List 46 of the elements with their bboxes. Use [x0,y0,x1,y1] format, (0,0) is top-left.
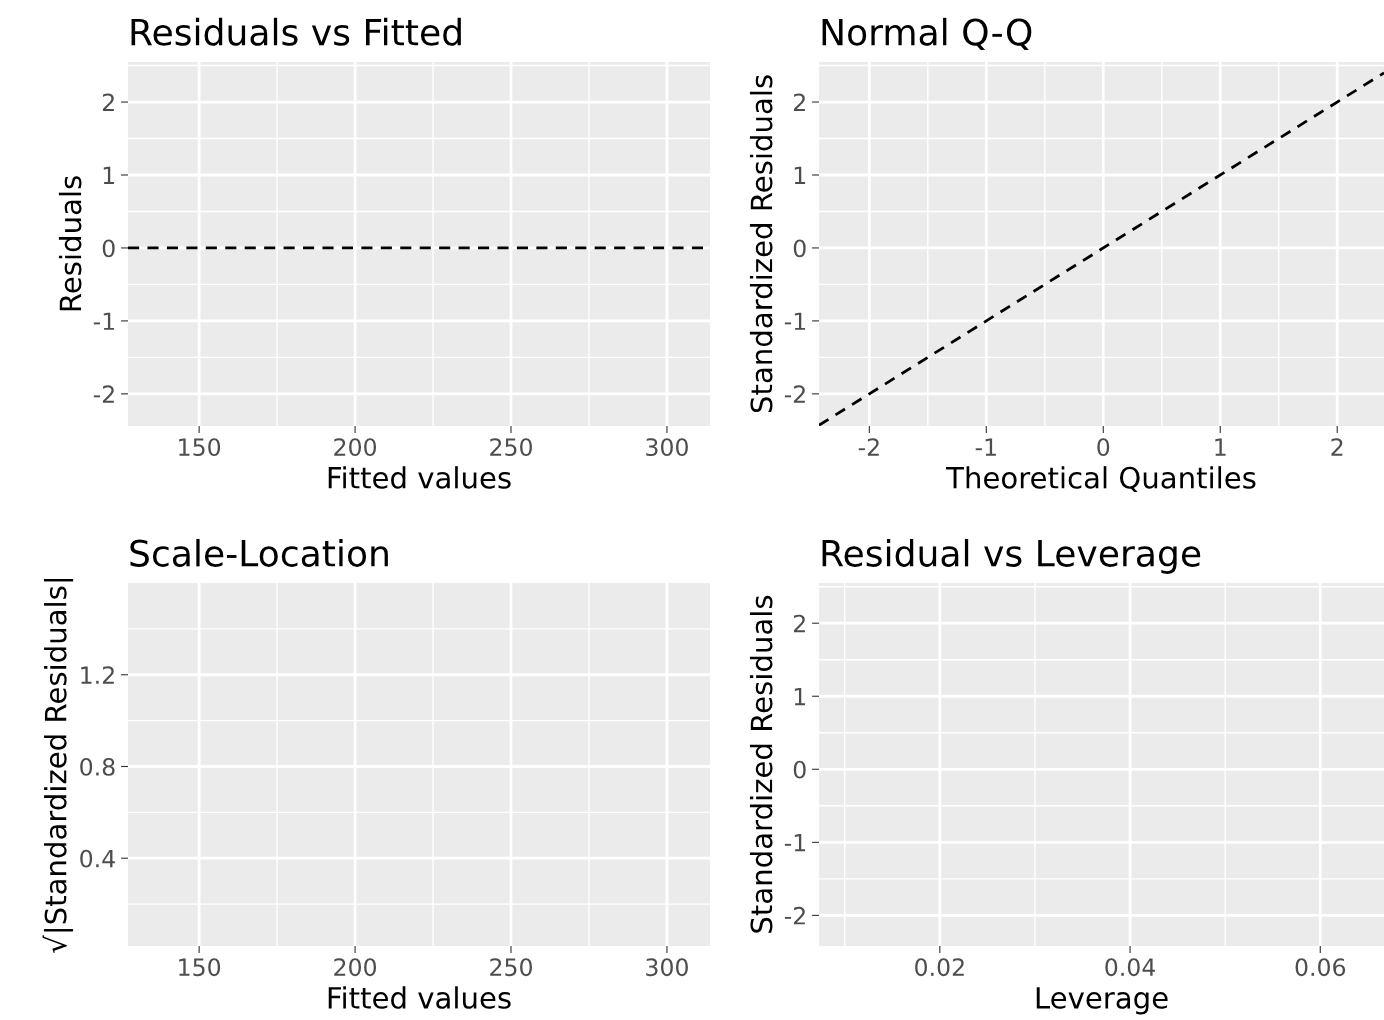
x-tick-label: 200 [334,958,377,977]
x-tick-label: 150 [179,438,221,457]
y-tick-label: 1 [794,166,806,184]
y-tick-label: 0 [102,239,115,258]
y-tick-label: 1 [794,688,806,706]
x-tick-label: 0.02 [915,958,964,977]
y-tick-label: 1 [103,166,115,184]
y-tick-label: -1 [784,834,806,852]
y-tick-label: 2 [102,93,114,112]
y-tick-label: 0.8 [80,757,115,776]
y-axis-title: Standardized Residuals [749,75,773,413]
y-tick-label: 0.4 [80,849,115,868]
chart-title: Residuals vs Fitted [131,17,461,46]
y-tick-label: -1 [93,312,115,330]
x-axis-title: Fitted values [328,466,511,489]
x-tick-label: 2 [1331,438,1343,456]
x-tick-label: 150 [179,958,221,977]
x-tick-label: 250 [490,438,532,457]
x-axis-title: Leverage [1036,987,1168,1015]
x-tick-label: -2 [858,438,879,456]
x-tick-label: -1 [975,438,996,456]
y-tick-label: 2 [793,614,805,633]
y-axis-title: Residuals [58,176,82,311]
x-tick-label: 1 [1215,438,1226,456]
chart-title: Residual vs Leverage [822,538,1201,574]
chart-title: Scale-Location [130,538,388,567]
y-tick-label: -2 [784,906,805,925]
y-tick-label: -2 [784,385,805,403]
y-tick-label: 1.2 [81,666,114,684]
x-tick-label: 0.06 [1295,958,1346,977]
y-tick-label: 2 [793,93,805,112]
y-axis-title: √|Standardized Residuals| [42,579,74,953]
x-tick-label: 200 [334,438,377,457]
y-tick-label: -1 [784,312,806,330]
chart-title: Normal Q-Q [822,17,1032,50]
y-tick-label: 0 [793,760,806,779]
x-tick-label: 300 [646,438,688,457]
y-axis-title: Standardized Residuals [749,595,773,933]
y-tick-label: -2 [93,385,114,403]
x-tick-label: 0 [1097,438,1110,457]
x-tick-label: 300 [646,958,688,977]
x-tick-label: 0.04 [1105,958,1156,977]
y-tick-label: 0 [793,239,806,258]
x-axis-title: Fitted values [328,986,511,1009]
x-axis-title: Theoretical Quantiles [946,466,1256,493]
x-tick-label: 250 [490,958,532,977]
